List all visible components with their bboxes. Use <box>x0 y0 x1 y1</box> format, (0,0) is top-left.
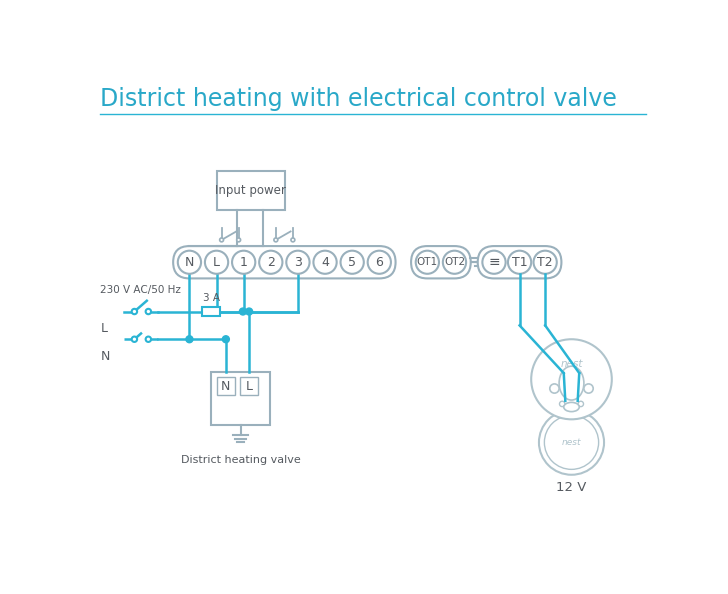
Circle shape <box>534 251 557 274</box>
Text: T2: T2 <box>537 256 553 268</box>
Text: District heating with electrical control valve: District heating with electrical control… <box>100 87 617 110</box>
FancyBboxPatch shape <box>478 246 561 279</box>
Text: OT2: OT2 <box>444 257 465 267</box>
Circle shape <box>545 415 598 469</box>
Circle shape <box>531 339 612 419</box>
Text: 5: 5 <box>348 256 356 268</box>
Circle shape <box>146 309 151 314</box>
FancyBboxPatch shape <box>202 307 221 316</box>
Circle shape <box>368 251 391 274</box>
Circle shape <box>245 308 253 315</box>
Circle shape <box>132 337 137 342</box>
Circle shape <box>584 384 593 393</box>
Circle shape <box>237 238 240 242</box>
Text: L: L <box>100 322 107 335</box>
Text: N: N <box>100 350 110 363</box>
FancyBboxPatch shape <box>216 172 285 210</box>
Text: 1: 1 <box>240 256 248 268</box>
Circle shape <box>550 384 559 393</box>
Text: L: L <box>245 380 253 393</box>
Text: District heating valve: District heating valve <box>181 455 301 465</box>
Circle shape <box>232 251 256 274</box>
Circle shape <box>443 251 466 274</box>
Text: L: L <box>213 256 220 268</box>
Ellipse shape <box>559 366 584 400</box>
FancyBboxPatch shape <box>173 246 395 279</box>
Circle shape <box>132 309 137 314</box>
Text: 3 A: 3 A <box>202 293 220 303</box>
Circle shape <box>186 336 193 343</box>
Circle shape <box>416 251 439 274</box>
Ellipse shape <box>563 402 579 412</box>
Circle shape <box>314 251 336 274</box>
Text: nest: nest <box>562 438 581 447</box>
Circle shape <box>222 336 229 343</box>
Circle shape <box>560 401 565 407</box>
Circle shape <box>220 238 223 242</box>
Circle shape <box>483 251 506 274</box>
Circle shape <box>274 238 278 242</box>
Circle shape <box>341 251 364 274</box>
Circle shape <box>539 410 604 475</box>
Circle shape <box>205 251 228 274</box>
FancyBboxPatch shape <box>240 377 258 396</box>
Text: N: N <box>185 256 194 268</box>
Circle shape <box>286 251 309 274</box>
FancyBboxPatch shape <box>211 372 270 425</box>
Circle shape <box>259 251 282 274</box>
FancyBboxPatch shape <box>411 246 471 279</box>
Circle shape <box>146 337 151 342</box>
Circle shape <box>178 251 201 274</box>
Text: OT1: OT1 <box>417 257 438 267</box>
Text: 2: 2 <box>267 256 274 268</box>
Text: ≡: ≡ <box>488 255 500 269</box>
Text: 4: 4 <box>321 256 329 268</box>
FancyBboxPatch shape <box>216 377 235 396</box>
Circle shape <box>240 308 246 315</box>
Text: 3: 3 <box>294 256 302 268</box>
Circle shape <box>508 251 531 274</box>
Text: Input power: Input power <box>215 184 286 197</box>
Text: N: N <box>221 380 231 393</box>
Text: T1: T1 <box>512 256 527 268</box>
Text: nest: nest <box>561 359 582 369</box>
Text: 230 V AC/50 Hz: 230 V AC/50 Hz <box>100 285 181 295</box>
Circle shape <box>291 238 295 242</box>
Text: 12 V: 12 V <box>556 481 587 494</box>
Text: 6: 6 <box>376 256 383 268</box>
Circle shape <box>578 401 584 407</box>
